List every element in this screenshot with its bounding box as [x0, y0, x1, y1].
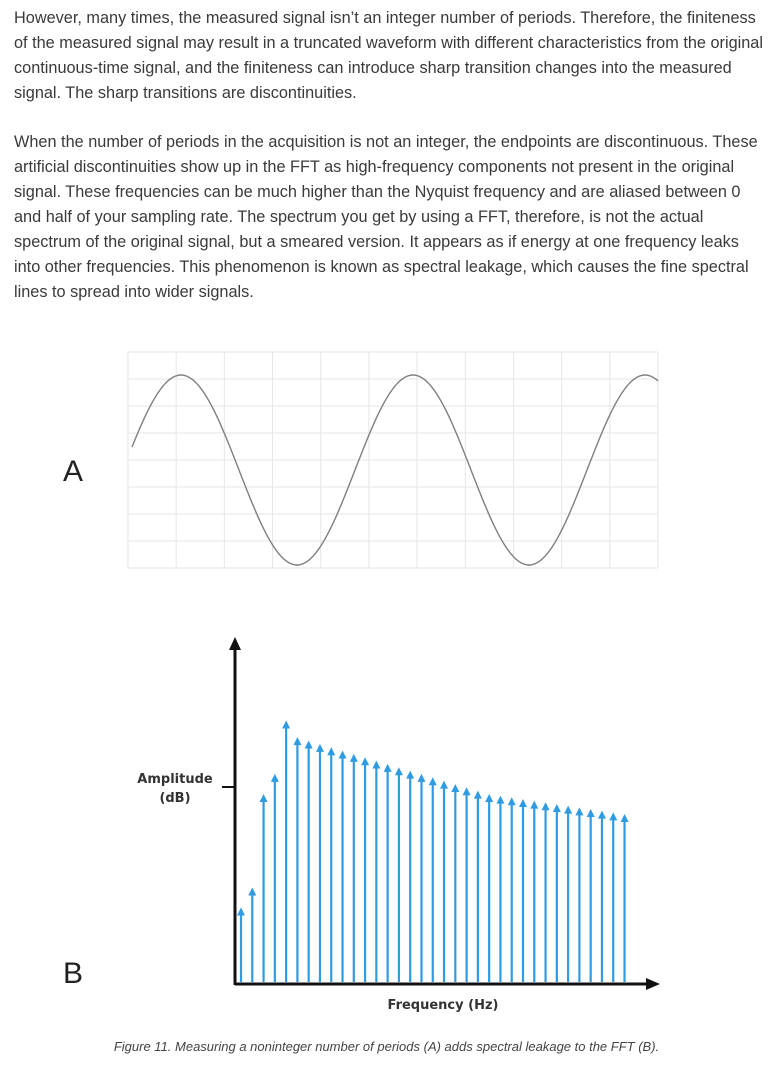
spectral-line-arrowhead	[327, 747, 336, 756]
spectral-line-arrowhead	[259, 793, 268, 802]
spectral-line-arrowhead	[349, 753, 358, 762]
panel-a-waveform	[131, 374, 659, 566]
spectral-line-arrowhead	[293, 737, 302, 746]
spectral-line-arrowhead	[485, 793, 494, 802]
spectral-line-arrowhead	[304, 740, 313, 749]
spectral-line-arrowhead	[519, 798, 527, 807]
spectral-line-arrowhead	[406, 770, 415, 779]
spectral-line-arrowhead	[552, 803, 561, 812]
spectral-line-arrowhead	[440, 780, 449, 789]
spectral-line-arrowhead	[575, 807, 584, 816]
spectral-line-arrowhead	[372, 760, 381, 769]
spectral-line-arrowhead	[586, 808, 595, 817]
spectral-line-arrowhead	[383, 763, 392, 772]
spectral-line-arrowhead	[541, 802, 550, 811]
x-axis-arrowhead	[646, 978, 660, 990]
spectral-line-arrowhead	[462, 787, 471, 796]
spectral-line-arrowhead	[451, 783, 460, 792]
spectral-line-arrowhead	[282, 720, 291, 729]
spectral-line-arrowhead	[248, 887, 257, 896]
spectral-line-arrowhead	[597, 810, 606, 819]
panel-a-label: A	[63, 455, 84, 488]
spectral-line-arrowhead	[496, 795, 505, 804]
x-axis-label: Frequency (Hz)	[388, 998, 499, 1013]
spectral-line-arrowhead	[507, 797, 516, 806]
spectral-line-arrowhead	[473, 790, 482, 799]
paragraph-1: However, many times, the measured signal…	[14, 9, 763, 102]
spectral-line-arrowhead	[338, 750, 347, 759]
spectral-line-arrowhead	[361, 757, 370, 766]
spectral-line-arrowhead	[428, 777, 437, 786]
spectral-line-arrowhead	[609, 812, 618, 821]
y-axis-label-line1: Amplitude	[137, 772, 213, 787]
paragraph-2: When the number of periods in the acquis…	[14, 133, 758, 301]
spectral-line-arrowhead	[417, 773, 426, 782]
spectral-line-arrowhead	[315, 743, 324, 752]
panel-a-grid	[127, 351, 659, 569]
y-axis-label-line2: (dB)	[159, 791, 190, 806]
spectral-line-arrowhead	[620, 814, 629, 822]
spectral-line-arrowhead	[270, 773, 279, 782]
spectral-line-arrowhead	[237, 907, 245, 916]
y-axis-arrowhead	[229, 637, 241, 650]
panel-b-spectrum	[237, 720, 629, 982]
spectral-line-arrowhead	[394, 767, 403, 776]
panel-b-axes	[222, 637, 660, 990]
figure-caption: Figure 11. Measuring a noninteger number…	[113, 1039, 660, 1054]
panel-b-label: B	[63, 957, 84, 990]
spectral-line-arrowhead	[564, 805, 573, 814]
spectral-line-arrowhead	[530, 800, 539, 809]
